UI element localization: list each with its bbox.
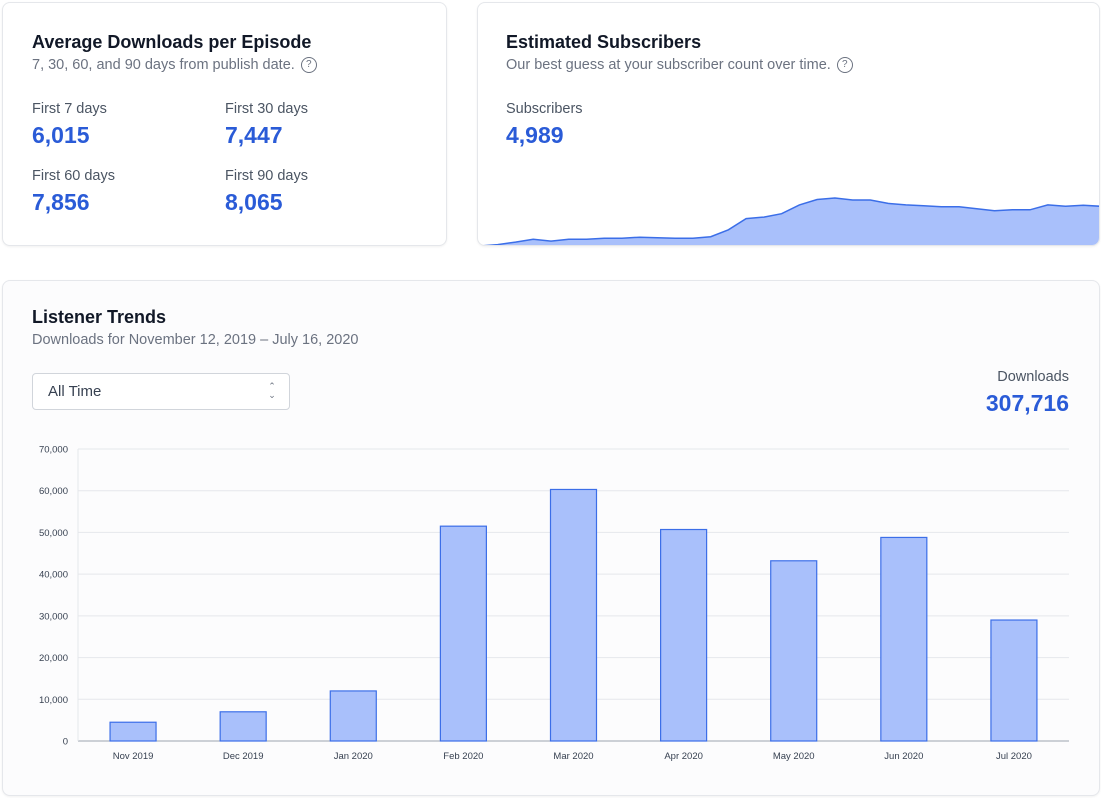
sparkline-line [483, 197, 1099, 245]
select-updown-icon: ⌃ ⌄ [268, 381, 276, 400]
bar-dec-2019[interactable] [219, 711, 267, 742]
x-tick-label: May 2020 [773, 751, 815, 762]
listener-trends-subtitle: Downloads for November 12, 2019 – July 1… [32, 332, 359, 348]
bar-apr-2020[interactable] [660, 528, 708, 742]
average-downloads-card: Average Downloads per Episode 7, 30, 60,… [2, 2, 447, 246]
question-circle-icon[interactable]: ? [300, 57, 317, 73]
estimated-subscribers-card: Estimated Subscribers Our best guess at … [477, 2, 1100, 246]
downloads-bar-chart: 0 10,000 20,000 30,000 40,000 50,000 60,000 70,… [39, 445, 1069, 762]
y-tick-label: 10,000 [39, 695, 68, 706]
stat-value-30-days: 7,447 [225, 122, 283, 148]
y-tick-label: 50,000 [39, 528, 68, 539]
y-tick-label: 0 [63, 737, 68, 748]
x-tick-label: Apr 2020 [664, 751, 703, 762]
y-tick-label: 20,000 [39, 653, 68, 664]
x-tick-label: Dec 2019 [223, 751, 264, 762]
stat-label-60-days: First 60 days [32, 168, 115, 184]
y-tick-label: 60,000 [39, 486, 68, 497]
y-tick-label: 40,000 [39, 570, 68, 581]
stat-value-60-days: 7,856 [32, 189, 90, 215]
estimated-subscribers-subtitle: Our best guess at your subscriber count … [506, 57, 853, 73]
bar-may-2020[interactable] [770, 560, 818, 742]
bar-jul-2020[interactable] [990, 619, 1038, 742]
downloads-total-label: Downloads [997, 369, 1069, 385]
question-circle-icon[interactable]: ? [836, 57, 853, 73]
time-range-select[interactable]: All Time ⌃ ⌄ [32, 373, 290, 410]
bar-mar-2020[interactable] [549, 488, 598, 742]
y-axis-ticks: 0 10,000 20,000 30,000 40,000 50,000 60,000 70,… [39, 445, 68, 748]
bar-jun-2020[interactable] [880, 536, 928, 742]
x-tick-label: Nov 2019 [113, 751, 154, 762]
subscribers-sparkline [483, 197, 1099, 245]
x-axis-ticks: Nov 2019 Dec 2019 Jan 2020 Feb 2020 Mar 2020… [113, 751, 1032, 762]
y-tick-label: 70,000 [39, 445, 68, 456]
estimated-subscribers-subtitle-text: Our best guess at your subscriber count … [506, 57, 831, 73]
x-tick-label: Feb 2020 [443, 751, 483, 762]
chart-bars [109, 488, 1038, 742]
bar-nov-2019[interactable] [109, 721, 157, 742]
stat-label-90-days: First 90 days [225, 168, 308, 184]
stat-value-7-days: 6,015 [32, 122, 90, 148]
stat-value-90-days: 8,065 [225, 189, 283, 215]
sparkline-area [492, 198, 1099, 245]
subscribers-label: Subscribers [506, 101, 583, 117]
listener-trends-title: Listener Trends [32, 307, 167, 327]
average-downloads-subtitle: 7, 30, 60, and 90 days from publish date… [32, 57, 317, 73]
stat-label-30-days: First 30 days [225, 101, 308, 117]
y-tick-label: 30,000 [39, 611, 68, 622]
x-tick-label: Jul 2020 [996, 751, 1032, 762]
stat-label-7-days: First 7 days [32, 101, 107, 117]
listener-trends-card: Listener Trends Downloads for November 1… [2, 280, 1100, 796]
x-tick-label: Mar 2020 [553, 751, 593, 762]
average-downloads-subtitle-text: 7, 30, 60, and 90 days from publish date… [32, 57, 295, 73]
x-tick-label: Jan 2020 [334, 751, 373, 762]
x-tick-label: Jun 2020 [884, 751, 923, 762]
average-downloads-title: Average Downloads per Episode [32, 32, 312, 52]
subscribers-value: 4,989 [506, 122, 564, 148]
bar-jan-2020[interactable] [329, 690, 377, 742]
time-range-select-value: All Time [48, 383, 102, 400]
downloads-total-value: 307,716 [985, 390, 1069, 416]
bar-feb-2020[interactable] [439, 525, 487, 742]
estimated-subscribers-title: Estimated Subscribers [506, 32, 702, 52]
